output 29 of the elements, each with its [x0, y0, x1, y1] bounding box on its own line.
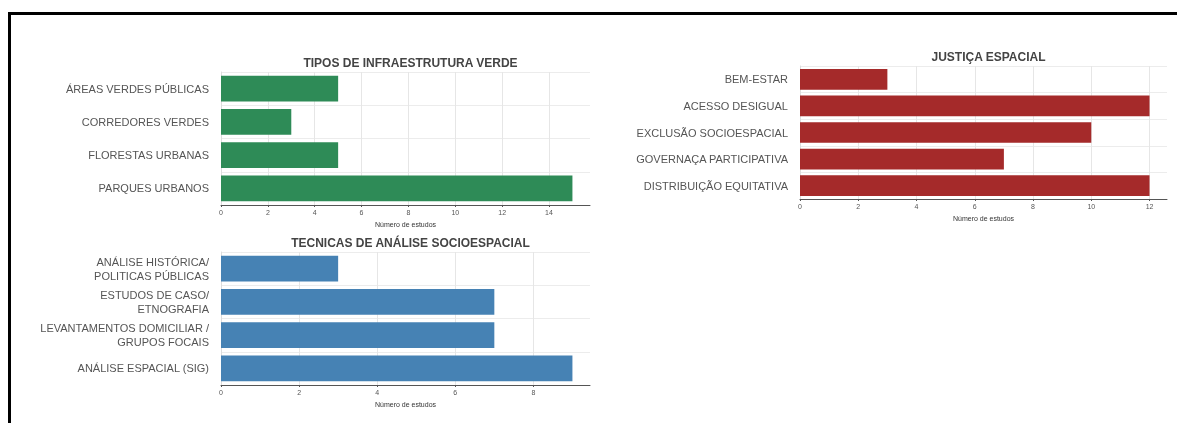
- y-tick-label: LEVANTAMENTOS DOMICILIAR / GRUPOS FOCAIS: [40, 322, 210, 349]
- y-tick-label: PARQUES URBANOS: [98, 182, 209, 195]
- y-tick-label: EXCLUSÃO SOCIOESPACIAL: [636, 126, 788, 139]
- bar: [800, 95, 1150, 117]
- y-tick-label: ÁREAS VERDES PÚBLICAS: [65, 82, 209, 95]
- bar: [221, 142, 339, 169]
- y-tick-label: ACESSO DESIGUAL: [683, 99, 788, 112]
- bar: [800, 122, 1092, 143]
- y-tick-label: GOVERNAÇA PARTICIPATIVA: [636, 153, 789, 166]
- bar: [221, 75, 339, 102]
- bar: [221, 355, 573, 382]
- y-tick-label: FLORESTAS URBANAS: [88, 149, 209, 162]
- bar: [800, 148, 1004, 170]
- y-tick-label: BEM-ESTAR: [724, 73, 789, 86]
- y-tick-label: CORREDORES VERDES: [81, 115, 209, 128]
- y-tick-label: ESTUDOS DE CASO/ ETNOGRAFIA: [100, 288, 210, 315]
- bar: [800, 68, 888, 90]
- chart-title: TECNICAS DE ANÁLISE SOCIOESPACIAL: [291, 235, 530, 250]
- y-tick-label: DISTRIBUIÇÃO EQUITATIVA: [643, 179, 789, 192]
- bar: [221, 322, 495, 349]
- y-tick-label: ANÁLISE ESPACIAL (SIG): [77, 362, 209, 375]
- bar: [800, 175, 1150, 197]
- bar: [221, 108, 292, 135]
- chart-title: JUSTIÇA ESPACIAL: [931, 50, 1046, 64]
- bar: [221, 175, 573, 202]
- y-tick-label: ANÁLISE HISTÓRICA/ POLITICAS PÚBLICAS: [94, 255, 210, 282]
- bar: [221, 255, 339, 282]
- bar: [221, 288, 495, 315]
- chart-title: TIPOS DE INFRAESTRUTURA VERDE: [303, 56, 518, 70]
